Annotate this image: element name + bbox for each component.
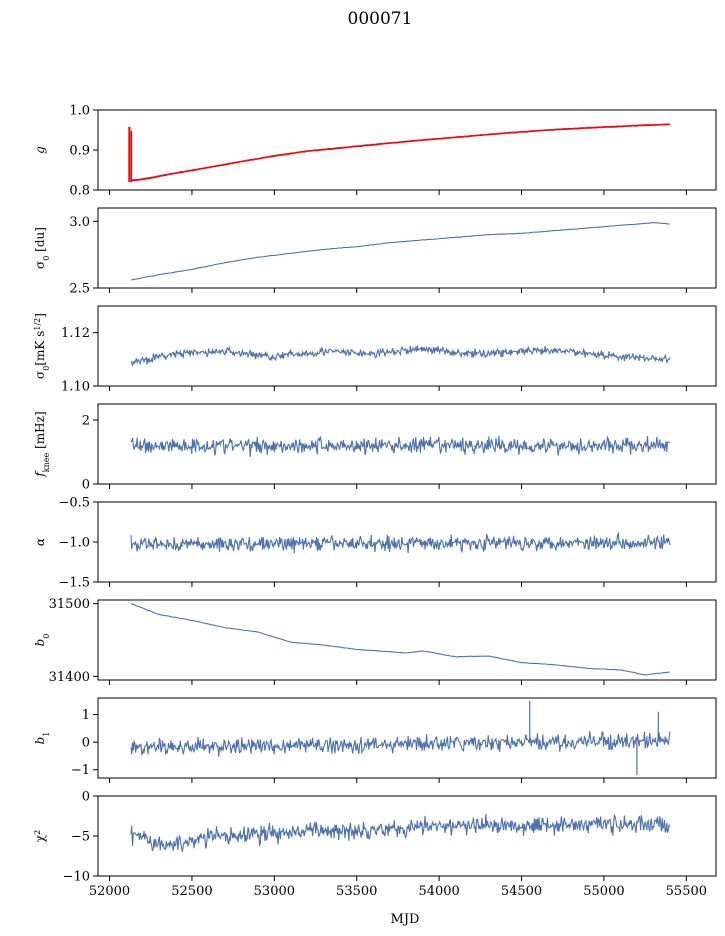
y-tick-label: 1 xyxy=(82,708,90,723)
series-line xyxy=(130,813,671,852)
x-tick-label: 53000 xyxy=(254,884,295,899)
x-tick-label: 54000 xyxy=(418,884,459,899)
panel-frame xyxy=(97,207,717,289)
y-tick-label: 3.0 xyxy=(69,215,90,230)
y-axis-label: α xyxy=(33,538,47,546)
panels: 0.8 0.9 1.0 g 2.5 3.0 σ0 [du] 1.10 1.12 σ0[mK s1/… xyxy=(33,104,717,899)
panel-frame xyxy=(97,795,717,877)
y-tick-label: −1.0 xyxy=(58,536,90,551)
y-tick-label: −5 xyxy=(71,830,90,845)
y-tick-label: 31400 xyxy=(49,670,90,685)
y-tick-label: 1.0 xyxy=(69,104,90,119)
y-tick-label: 0.8 xyxy=(69,184,90,199)
y-tick-label: 0 xyxy=(82,736,90,751)
x-tick-label: 55500 xyxy=(666,884,707,899)
y-tick-label: 2.5 xyxy=(69,282,90,297)
y-tick-label: −0.5 xyxy=(58,496,90,511)
panel-frame xyxy=(97,305,717,387)
y-axis-label: σ0 [du] xyxy=(33,227,51,269)
series-line xyxy=(130,123,670,182)
y-tick-label: 0 xyxy=(82,790,90,805)
y-tick-label: 1.12 xyxy=(61,326,90,341)
series-line xyxy=(130,123,670,181)
panel-frame xyxy=(97,501,717,583)
y-tick-label: 31500 xyxy=(49,597,90,612)
y-axis-label: g xyxy=(33,146,47,154)
y-tick-label: 1.10 xyxy=(61,380,90,395)
panel-frame xyxy=(97,403,717,485)
x-tick-label: 54500 xyxy=(501,884,542,899)
y-tick-label: −10 xyxy=(63,870,90,885)
series-line xyxy=(130,435,671,457)
x-tick-label: 53500 xyxy=(336,884,377,899)
panel-frame xyxy=(97,599,717,681)
y-axis-label: fknee [mHz] xyxy=(33,411,51,477)
panel-frame xyxy=(97,109,717,191)
series-line xyxy=(130,222,670,281)
x-tick-label: 55000 xyxy=(583,884,624,899)
figure-title: 000071 xyxy=(348,9,413,29)
y-axis-label: b0 xyxy=(33,634,51,647)
y-axis-label: σ0[mK s1/2] xyxy=(33,313,51,379)
y-tick-label: −1 xyxy=(71,763,90,778)
y-tick-label: 0 xyxy=(82,478,90,493)
y-axis-label: χ2 xyxy=(33,830,48,842)
series-line xyxy=(130,603,670,676)
series-line xyxy=(130,531,671,554)
y-tick-label: −1.5 xyxy=(58,576,90,591)
y-tick-label: 0.9 xyxy=(69,144,90,159)
x-tick-label: 52000 xyxy=(89,884,130,899)
series-line xyxy=(130,345,671,368)
panel-frame xyxy=(97,697,717,779)
x-axis-label: MJD xyxy=(391,912,420,927)
series-line xyxy=(130,731,671,757)
y-tick-label: 2 xyxy=(82,414,90,429)
x-tick-label: 52500 xyxy=(171,884,212,899)
y-axis-label: b1 xyxy=(33,732,51,745)
